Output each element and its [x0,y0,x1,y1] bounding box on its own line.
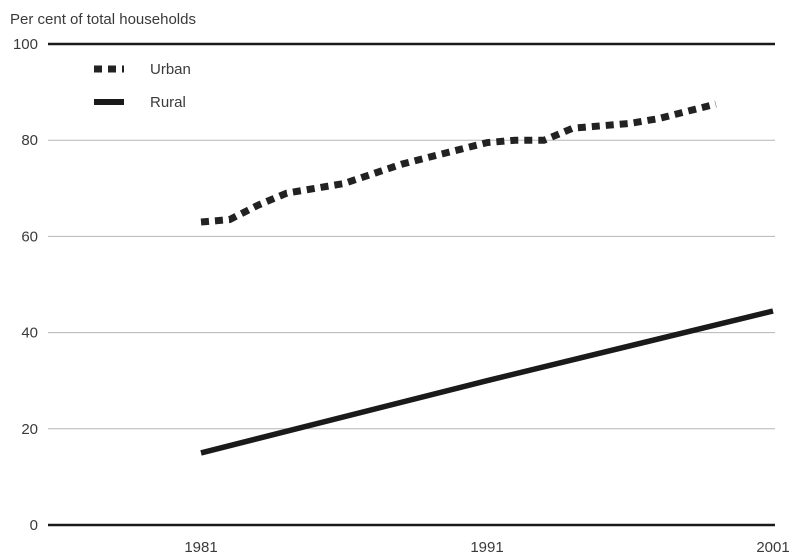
series-line-rural [200,308,774,456]
legend: Urban Rural [94,61,191,111]
y-axis-ticks: 0 20 40 60 80 100 [13,36,38,534]
y-tick-label: 100 [13,36,38,53]
series-line-urban [200,100,717,226]
legend-label-rural: Rural [150,94,186,111]
y-tick-label: 80 [21,132,38,149]
y-tick-label: 0 [30,517,38,534]
x-tick-label: 1981 [184,539,217,555]
x-tick-label: 2001 [756,539,789,555]
x-tick-label: 1991 [470,539,503,555]
y-tick-label: 20 [21,421,38,438]
grid [48,42,775,527]
x-axis-ticks: 1981 1991 2001 [184,539,789,555]
series-group [200,100,774,456]
y-tick-label: 40 [21,325,38,342]
y-tick-label: 60 [21,228,38,245]
legend-label-urban: Urban [150,61,191,78]
y-axis-label: Per cent of total households [10,11,196,28]
